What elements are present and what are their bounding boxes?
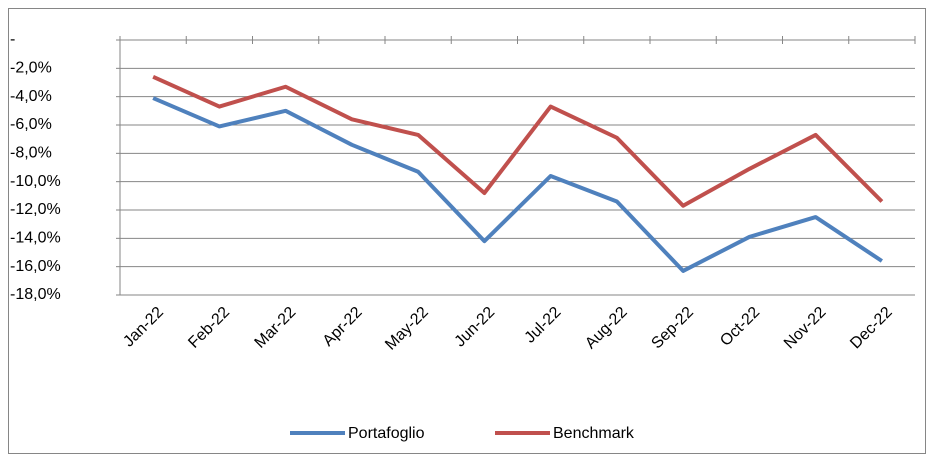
y-tick-label: -14,0% [10,230,61,247]
y-tick-label: -4,0% [10,88,52,105]
y-tick-label: -16,0% [10,258,61,275]
chart-border [8,8,926,454]
y-tick-label: -8,0% [10,145,52,162]
series-line [152,96,883,273]
y-tick-label: - [10,31,15,48]
legend-label: Benchmark [553,425,635,442]
y-tick-label: -12,0% [10,201,61,218]
y-tick-label: -6,0% [10,116,52,133]
series-line [152,75,884,208]
y-tick-label: -18,0% [10,286,61,303]
legend-label: Portafoglio [348,425,425,442]
y-tick-label: -10,0% [10,173,61,190]
y-tick-label: -2,0% [10,60,52,77]
